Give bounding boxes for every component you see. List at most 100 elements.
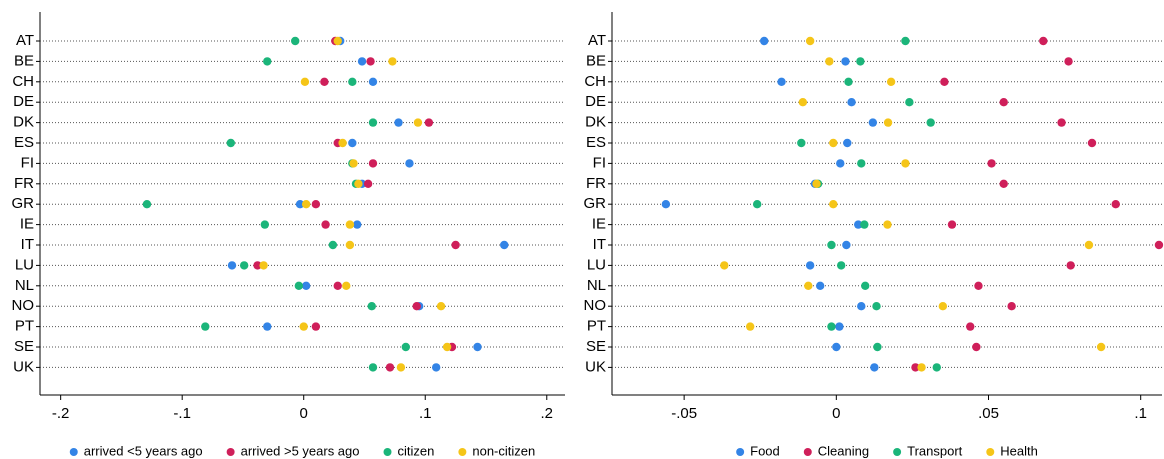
x-tick-label: 0 <box>300 405 308 422</box>
row-label: AT <box>588 32 606 49</box>
row-label: NL <box>587 277 606 294</box>
dot <box>354 179 363 188</box>
dot <box>860 220 869 229</box>
row-label: NO <box>584 297 607 314</box>
row-label: LU <box>15 256 34 273</box>
dot <box>868 118 878 127</box>
dot <box>367 302 376 311</box>
dot <box>987 159 996 168</box>
row-label: DE <box>13 93 34 110</box>
dot <box>299 322 308 331</box>
dot <box>829 200 838 209</box>
legend-marker <box>226 448 235 456</box>
row-label: FR <box>14 175 34 192</box>
dot <box>857 302 866 311</box>
row-label: DE <box>585 93 606 110</box>
dot <box>805 261 815 270</box>
dot <box>385 363 395 372</box>
dot <box>301 200 311 209</box>
dot <box>253 261 262 270</box>
dot <box>226 138 235 148</box>
dot <box>999 98 1008 107</box>
dot <box>797 138 806 148</box>
dot <box>844 77 853 87</box>
dot <box>825 57 834 66</box>
row-label: GR <box>584 195 607 212</box>
dot <box>405 159 414 168</box>
dot <box>804 281 813 290</box>
dot <box>805 36 815 46</box>
dot <box>911 363 920 372</box>
dot <box>886 77 896 87</box>
dot <box>321 220 330 229</box>
legend-marker <box>458 448 467 456</box>
dot <box>798 98 808 107</box>
row-label: LU <box>587 256 606 273</box>
legend-label: citizen <box>398 443 435 458</box>
legend-marker <box>736 448 745 456</box>
legend-label: non-citizen <box>472 443 535 458</box>
dot <box>263 57 272 66</box>
legend-label: Transport <box>907 443 963 458</box>
row-label: IT <box>21 236 34 253</box>
dot <box>872 302 881 311</box>
dot <box>348 138 357 148</box>
dot <box>812 179 821 188</box>
dot <box>442 342 452 352</box>
legend-label: arrived <5 years ago <box>84 443 203 458</box>
dot <box>263 322 272 331</box>
legend-label: arrived >5 years ago <box>241 443 360 458</box>
x-tick-label: .1 <box>1134 405 1147 422</box>
dot <box>368 77 378 87</box>
dot <box>836 261 846 270</box>
row-label: DK <box>585 114 606 131</box>
dot <box>363 179 373 188</box>
dot <box>1007 302 1016 311</box>
row-label: PT <box>587 318 606 335</box>
dot <box>917 363 926 372</box>
dot <box>835 322 844 331</box>
dot <box>759 36 769 46</box>
dot <box>836 159 845 168</box>
dot <box>901 36 910 46</box>
legend-label: Cleaning <box>818 443 869 458</box>
row-label: FI <box>593 154 606 171</box>
dot <box>827 322 836 331</box>
dot <box>752 200 762 209</box>
dot <box>1066 261 1075 270</box>
dot <box>873 342 882 352</box>
dot <box>342 281 351 290</box>
row-label: CH <box>12 73 34 90</box>
dot <box>856 57 865 66</box>
dot <box>368 363 378 372</box>
row-label: DK <box>13 114 34 131</box>
x-tick-label: -.05 <box>671 405 697 422</box>
row-label: CH <box>584 73 606 90</box>
dot <box>926 118 935 127</box>
dot <box>368 159 378 168</box>
dot <box>291 36 300 46</box>
x-tick-label: -.1 <box>173 405 191 422</box>
dot <box>1096 342 1106 352</box>
dot <box>413 118 423 127</box>
row-label: IE <box>20 216 34 233</box>
dot <box>352 220 362 229</box>
legend-marker <box>69 448 78 456</box>
dot <box>829 138 838 148</box>
dot <box>301 281 311 290</box>
dot <box>424 118 434 127</box>
dot <box>431 363 441 372</box>
x-tick-label: .05 <box>978 405 999 422</box>
legend-marker <box>383 448 392 456</box>
dot <box>349 159 358 168</box>
dot <box>338 138 347 148</box>
row-label: NO <box>12 297 35 314</box>
dot <box>974 281 983 290</box>
dot <box>883 220 892 229</box>
dot <box>311 200 321 209</box>
dot <box>368 118 378 127</box>
dot <box>854 220 863 229</box>
dot <box>720 261 729 270</box>
x-tick-label: .1 <box>419 405 432 422</box>
